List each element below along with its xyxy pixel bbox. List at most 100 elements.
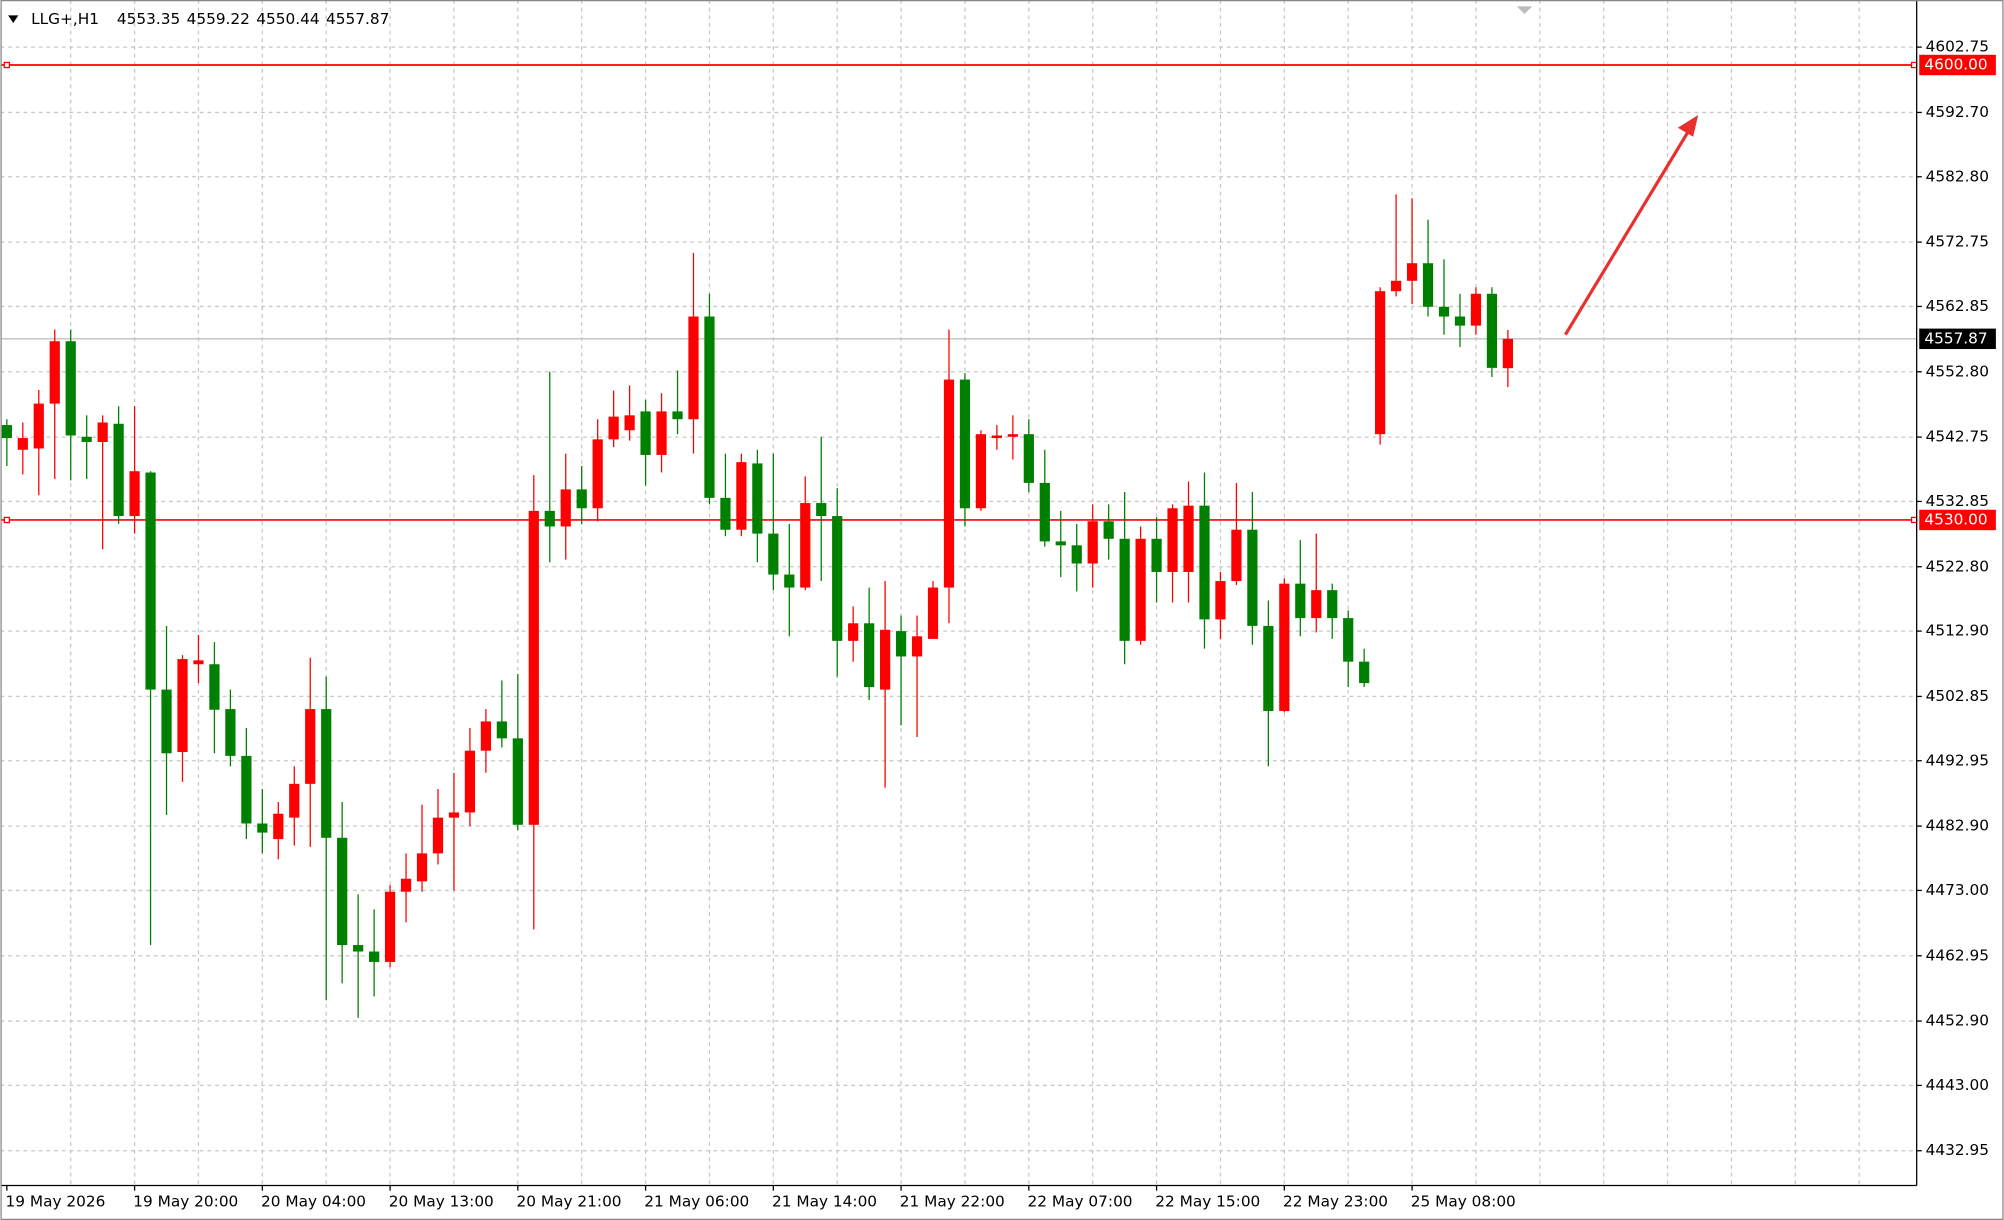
grid	[0, 0, 1917, 1186]
y-tick-label: 4582.80	[1926, 167, 1989, 185]
candle-body	[273, 813, 284, 840]
y-tick-label: 4443.00	[1926, 1076, 1989, 1094]
candle-body	[752, 463, 763, 534]
candle-body	[480, 721, 492, 751]
y-tick-label: 4492.95	[1926, 751, 1989, 769]
x-tick-label: 22 May 23:00	[1283, 1193, 1388, 1211]
candle-body	[177, 659, 188, 752]
y-tick-label: 4482.90	[1926, 817, 1989, 835]
x-tick-label: 21 May 14:00	[772, 1193, 877, 1211]
candle-body	[592, 439, 603, 509]
header-close: 4557.87	[326, 10, 389, 28]
x-tick-label: 19 May 2026	[6, 1193, 106, 1211]
header-high: 4559.22	[187, 10, 250, 28]
x-tick-label: 20 May 13:00	[389, 1193, 494, 1211]
y-tick-label: 4532.85	[1926, 492, 1989, 510]
y-tick-label: 4432.95	[1926, 1141, 1989, 1159]
candle-body	[97, 422, 108, 442]
candle-body	[289, 783, 300, 818]
candle-body	[864, 623, 875, 687]
y-tick-label: 4572.75	[1926, 233, 1989, 251]
y-tick-label: 4552.80	[1926, 362, 1989, 380]
candle-body	[1295, 583, 1306, 619]
y-tick-label: 4562.85	[1926, 297, 1989, 315]
marks	[0, 61, 1918, 1018]
candle-body	[656, 411, 667, 455]
candle-body	[943, 379, 955, 588]
candle-body	[369, 951, 380, 962]
candle-body	[1279, 583, 1290, 712]
menu-triangle[interactable]	[8, 15, 19, 23]
candle-body	[305, 709, 316, 784]
candle-body	[736, 462, 747, 530]
candle-body	[1375, 291, 1386, 435]
x-tick-label: 19 May 20:00	[133, 1193, 238, 1211]
candle-body	[991, 435, 1002, 439]
y-tick-label: 4502.85	[1926, 687, 1989, 705]
x-tick-label: 21 May 06:00	[644, 1193, 749, 1211]
candle-body	[1151, 538, 1162, 572]
candle-body	[1502, 338, 1513, 369]
candle-body	[816, 503, 827, 517]
candle-body	[1199, 505, 1210, 620]
candle-body	[1039, 482, 1050, 542]
candle-body	[321, 709, 332, 838]
candle-body	[416, 853, 428, 882]
level-anchor	[1910, 61, 1918, 69]
candle-body	[193, 660, 204, 665]
candle-body	[1454, 316, 1466, 326]
candle-body	[784, 574, 795, 588]
candle-body	[1071, 545, 1082, 564]
symbol: LLG+,H1	[31, 10, 99, 28]
candle-body	[927, 587, 939, 639]
x-tick-label: 22 May 07:00	[1028, 1193, 1133, 1211]
candle-body	[1359, 661, 1370, 684]
candle-body	[225, 709, 236, 756]
candle-body	[1055, 541, 1066, 546]
candle-body	[560, 489, 571, 527]
candle-body	[1215, 581, 1226, 620]
candle-body	[1167, 508, 1178, 572]
candle-body	[672, 411, 683, 420]
candle-body	[640, 411, 651, 455]
candle-body	[129, 471, 140, 517]
y-tick-label: 4462.95	[1926, 946, 1989, 964]
trend-arrow	[1564, 120, 1696, 336]
candle-body	[1183, 505, 1194, 572]
candle-body	[1390, 280, 1402, 292]
candle-body	[624, 415, 635, 431]
candle-body	[400, 878, 412, 892]
candle-body	[1327, 590, 1338, 619]
candle-body	[65, 341, 76, 436]
candle-body	[576, 489, 587, 509]
level-label: 4600.00	[1924, 55, 1987, 73]
candle-body	[880, 629, 891, 690]
candle-body	[959, 379, 971, 509]
candle-body	[544, 510, 555, 527]
candle-body	[1, 425, 12, 439]
candle-body	[512, 738, 523, 825]
y-tick-label: 4522.80	[1926, 557, 1989, 575]
candle-body	[1470, 293, 1482, 326]
candle-body	[688, 316, 699, 420]
candle-body	[1135, 538, 1146, 641]
candle-body	[1486, 293, 1498, 368]
candle-body	[257, 823, 268, 833]
candle-body	[911, 636, 923, 657]
y-tick-label: 4512.90	[1926, 622, 1989, 640]
candle-body	[337, 837, 348, 946]
candle-body	[145, 472, 156, 690]
candle-body	[353, 945, 364, 952]
x-tick-label: 25 May 08:00	[1411, 1193, 1516, 1211]
candle-body	[448, 812, 460, 818]
candle-body	[241, 755, 252, 824]
level-label-box	[1919, 54, 1996, 76]
y-tick-label: 4592.70	[1926, 103, 1989, 121]
y-tick-label: 4473.00	[1926, 881, 1989, 899]
header-low: 4550.44	[256, 10, 319, 28]
level-anchor	[3, 61, 11, 69]
